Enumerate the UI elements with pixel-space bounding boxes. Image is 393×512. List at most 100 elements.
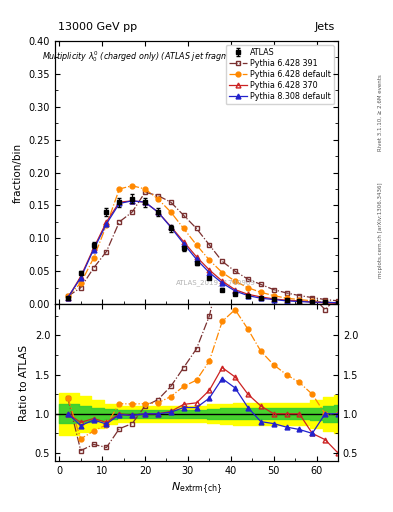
Pythia 6.428 default: [169, 209, 173, 215]
Pythia 6.428 default: [271, 292, 276, 298]
Pythia 6.428 default: [156, 196, 160, 202]
Pythia 8.308 default: [220, 280, 224, 286]
Pythia 8.308 default: [246, 292, 250, 298]
Text: ATLAS_2019_I1740909: ATLAS_2019_I1740909: [176, 279, 256, 286]
Pythia 6.428 370: [259, 294, 263, 300]
Pythia 6.428 391: [284, 290, 289, 296]
Pythia 8.308 default: [156, 209, 160, 215]
Pythia 8.308 default: [336, 300, 340, 306]
Pythia 6.428 391: [207, 242, 212, 248]
Pythia 6.428 default: [104, 222, 109, 228]
Y-axis label: fraction/bin: fraction/bin: [13, 142, 23, 203]
Pythia 6.428 default: [246, 285, 250, 291]
Pythia 6.428 370: [194, 254, 199, 260]
Pythia 6.428 default: [78, 280, 83, 286]
Pythia 6.428 391: [246, 276, 250, 282]
Pythia 6.428 391: [233, 268, 237, 274]
Line: Pythia 6.428 370: Pythia 6.428 370: [66, 199, 340, 306]
Pythia 6.428 370: [233, 287, 237, 293]
Pythia 8.308 default: [233, 288, 237, 294]
Pythia 6.428 default: [207, 257, 212, 263]
Pythia 6.428 370: [207, 267, 212, 273]
Pythia 8.308 default: [297, 298, 302, 305]
Pythia 6.428 default: [233, 278, 237, 284]
Pythia 8.308 default: [104, 221, 109, 227]
Pythia 6.428 370: [78, 273, 83, 280]
Pythia 6.428 default: [259, 289, 263, 295]
Pythia 6.428 391: [310, 294, 315, 301]
Pythia 8.308 default: [91, 246, 96, 252]
Pythia 8.308 default: [271, 296, 276, 303]
Pythia 6.428 default: [117, 186, 122, 192]
Text: mcplots.cern.ch [arXiv:1306.3436]: mcplots.cern.ch [arXiv:1306.3436]: [378, 183, 383, 278]
Pythia 8.308 default: [207, 269, 212, 275]
Pythia 6.428 391: [66, 293, 70, 300]
Pythia 8.308 default: [143, 199, 147, 205]
Pythia 6.428 391: [259, 281, 263, 287]
Pythia 8.308 default: [259, 295, 263, 301]
Pythia 6.428 391: [169, 199, 173, 205]
Pythia 6.428 370: [284, 297, 289, 303]
Pythia 6.428 370: [156, 209, 160, 215]
Pythia 8.308 default: [284, 298, 289, 304]
Pythia 6.428 370: [130, 198, 134, 204]
Pythia 6.428 default: [91, 255, 96, 261]
Pythia 6.428 default: [310, 298, 315, 304]
Pythia 6.428 391: [336, 298, 340, 304]
Pythia 6.428 370: [271, 296, 276, 302]
Pythia 6.428 370: [310, 299, 315, 305]
Line: Pythia 6.428 default: Pythia 6.428 default: [66, 183, 340, 305]
Pythia 6.428 default: [181, 225, 186, 231]
Text: Jets: Jets: [315, 22, 335, 32]
Pythia 6.428 default: [284, 295, 289, 301]
Pythia 8.308 default: [310, 299, 315, 305]
Pythia 8.308 default: [66, 294, 70, 301]
Pythia 6.428 370: [143, 199, 147, 205]
Pythia 6.428 370: [246, 291, 250, 297]
Pythia 8.308 default: [194, 257, 199, 263]
Pythia 6.428 370: [169, 223, 173, 229]
Pythia 8.308 default: [169, 224, 173, 230]
Pythia 8.308 default: [130, 198, 134, 204]
Pythia 8.308 default: [323, 299, 327, 305]
Pythia 8.308 default: [181, 241, 186, 247]
Pythia 6.428 391: [104, 248, 109, 254]
Text: Multiplicity $\lambda_0^0$ (charged only) (ATLAS jet fragmentation): Multiplicity $\lambda_0^0$ (charged only…: [42, 49, 266, 64]
Pythia 6.428 391: [271, 287, 276, 293]
Pythia 6.428 391: [143, 189, 147, 196]
Pythia 6.428 370: [104, 219, 109, 225]
Pythia 6.428 default: [336, 300, 340, 306]
Pythia 6.428 391: [117, 219, 122, 225]
Pythia 8.308 default: [117, 200, 122, 206]
Pythia 6.428 370: [181, 239, 186, 245]
Pythia 6.428 391: [78, 285, 83, 291]
Line: Pythia 6.428 391: Pythia 6.428 391: [66, 190, 340, 303]
Pythia 6.428 391: [194, 225, 199, 231]
Pythia 8.308 default: [78, 275, 83, 281]
Pythia 6.428 370: [117, 199, 122, 205]
Pythia 6.428 370: [336, 301, 340, 307]
Legend: ATLAS, Pythia 6.428 391, Pythia 6.428 default, Pythia 6.428 370, Pythia 8.308 de: ATLAS, Pythia 6.428 391, Pythia 6.428 de…: [226, 45, 334, 104]
Pythia 6.428 370: [323, 300, 327, 306]
Pythia 6.428 default: [66, 293, 70, 300]
Line: Pythia 8.308 default: Pythia 8.308 default: [66, 199, 340, 305]
Text: 13000 GeV pp: 13000 GeV pp: [58, 22, 137, 32]
Pythia 6.428 default: [194, 242, 199, 248]
Pythia 6.428 370: [297, 298, 302, 304]
Pythia 6.428 391: [181, 212, 186, 219]
Pythia 6.428 370: [66, 294, 70, 301]
Pythia 6.428 default: [143, 186, 147, 192]
Pythia 6.428 default: [220, 269, 224, 275]
Pythia 6.428 391: [220, 258, 224, 264]
Pythia 6.428 391: [130, 209, 134, 215]
Pythia 6.428 391: [156, 193, 160, 199]
Pythia 6.428 default: [323, 299, 327, 305]
Text: Rivet 3.1.10, ≥ 2.6M events: Rivet 3.1.10, ≥ 2.6M events: [378, 74, 383, 151]
Pythia 6.428 default: [297, 296, 302, 303]
Pythia 6.428 370: [91, 245, 96, 251]
Pythia 6.428 391: [323, 296, 327, 303]
Y-axis label: Ratio to ATLAS: Ratio to ATLAS: [19, 345, 29, 420]
Pythia 6.428 391: [297, 292, 302, 298]
Pythia 6.428 391: [91, 265, 96, 271]
Pythia 6.428 370: [220, 278, 224, 284]
